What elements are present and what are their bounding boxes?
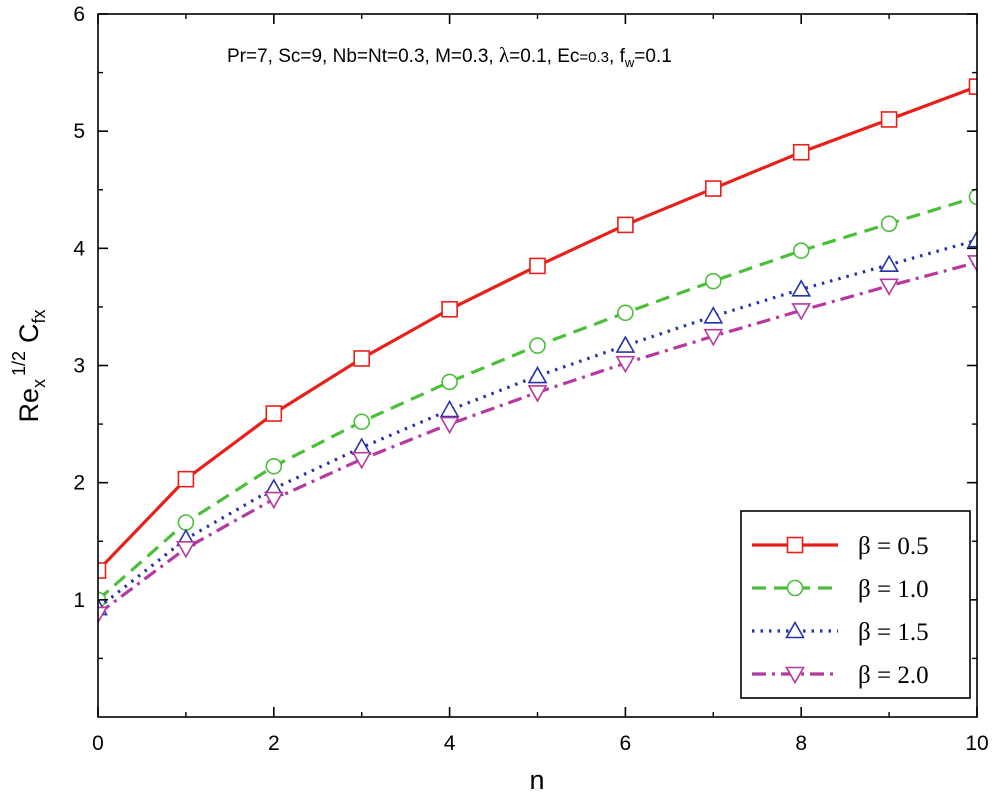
series-2 xyxy=(98,188,977,609)
series-4-point xyxy=(527,385,548,403)
series-2-point xyxy=(792,242,810,259)
series-2-point xyxy=(704,272,722,290)
series-4-point xyxy=(967,255,977,273)
parameter-annotation: Pr=7, Sc=9, Nb=Nt=0.3, M=0.3, λ=0.1, Ec=… xyxy=(227,43,672,70)
legend: β = 0.5 β = 1.0 β = 1.5 β = 2.0 xyxy=(740,510,971,699)
series-4-point xyxy=(703,328,724,347)
series-layer xyxy=(98,78,977,625)
y-tick-label: 2 xyxy=(73,472,85,495)
series-3-point xyxy=(703,306,724,324)
legend-label: β = 1.0 xyxy=(858,576,929,603)
x-tick-label: 0 xyxy=(92,732,104,755)
series-1-line xyxy=(98,85,977,572)
series-1-point xyxy=(98,562,107,579)
series-4-point xyxy=(615,355,636,374)
series-4 xyxy=(98,255,977,625)
legend-entry-1: β = 0.5 xyxy=(752,533,929,560)
series-2-point xyxy=(529,337,546,354)
series-3-point xyxy=(791,279,812,297)
series-2-point xyxy=(617,304,634,322)
legend-swatch-marker xyxy=(785,666,805,685)
y-tick-label: 6 xyxy=(73,3,85,26)
legend-label: β = 1.5 xyxy=(858,619,929,646)
series-1-point xyxy=(353,350,371,367)
series-1-point xyxy=(968,78,977,95)
series-4-point xyxy=(351,451,372,470)
series-3-point xyxy=(527,365,548,384)
series-1-point xyxy=(265,405,283,422)
series-1 xyxy=(98,78,977,579)
legend-label: β = 2.0 xyxy=(858,662,929,689)
series-1-point xyxy=(617,216,634,234)
y-tick-label: 3 xyxy=(73,355,85,378)
series-2-point xyxy=(441,373,458,391)
series-1-point xyxy=(704,180,722,197)
series-3-point xyxy=(439,399,460,418)
x-tick-label: 8 xyxy=(795,732,807,755)
series-4-point xyxy=(98,606,108,625)
legend-label: β = 0.5 xyxy=(858,533,929,560)
series-1-point xyxy=(177,470,195,488)
series-2-point xyxy=(177,514,195,531)
y-axis-label: Rex1/2Cfx xyxy=(9,309,49,422)
series-1-point xyxy=(529,257,546,275)
legend-entry-3: β = 1.5 xyxy=(752,619,929,646)
x-tick-label: 10 xyxy=(965,732,988,755)
x-tick-label: 4 xyxy=(444,732,456,755)
series-1-point xyxy=(792,143,810,161)
y-tick-label: 1 xyxy=(73,589,85,612)
legend-swatch-marker xyxy=(786,536,804,554)
series-1-point xyxy=(880,111,898,128)
series-4-point xyxy=(439,416,460,435)
series-4-point xyxy=(263,491,284,510)
legend-swatch-marker xyxy=(786,579,804,597)
series-3-line xyxy=(98,238,977,610)
x-tick-label: 6 xyxy=(620,732,632,755)
x-axis-label: n xyxy=(529,765,544,795)
y-tick-label: 5 xyxy=(73,120,85,143)
legend-entry-4: β = 2.0 xyxy=(752,662,929,689)
series-2-point xyxy=(880,215,898,233)
legend-swatch-marker xyxy=(785,620,805,639)
series-1-point xyxy=(441,300,458,318)
series-2-point xyxy=(968,188,977,206)
series-2-point xyxy=(265,457,283,475)
y-tick-label: 4 xyxy=(73,237,85,260)
series-4-point xyxy=(176,540,196,559)
series-3-point xyxy=(615,335,636,353)
series-4-point xyxy=(791,303,812,321)
x-tick-label: 2 xyxy=(268,732,280,755)
legend-box xyxy=(740,510,971,699)
series-3-point xyxy=(967,230,977,248)
series-2-point xyxy=(353,413,371,431)
series-4-point xyxy=(879,278,899,296)
series-3-point xyxy=(879,254,899,273)
legend-entry-2: β = 1.0 xyxy=(752,576,929,603)
